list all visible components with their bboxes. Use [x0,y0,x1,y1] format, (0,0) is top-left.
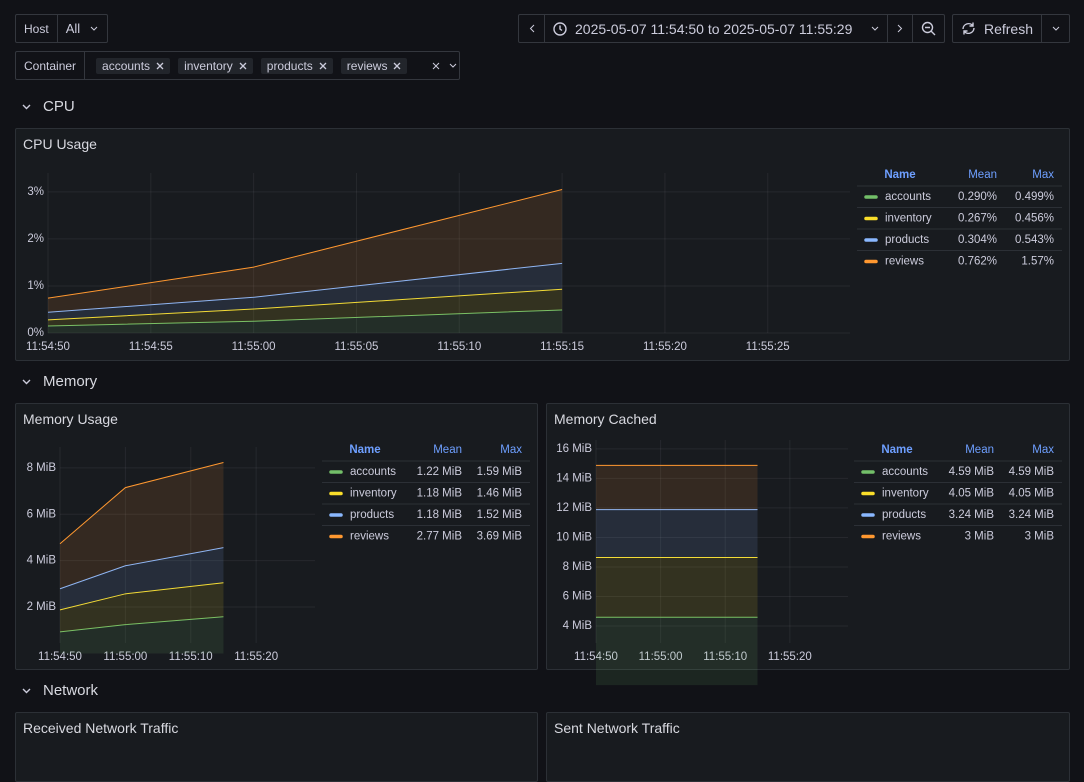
refresh-icon [962,22,975,35]
host-select[interactable]: All [58,15,106,42]
panel-title: Sent Network Traffic [554,720,680,736]
zoom-icon [921,21,936,36]
refresh-button[interactable]: Refresh [953,15,1042,42]
chevron [90,26,98,31]
remove-icon[interactable] [239,62,247,70]
container-chip[interactable]: products [260,57,333,74]
remove-icon[interactable] [156,62,164,70]
time-forward[interactable] [888,15,913,42]
panel: CPU Usage [15,128,1070,361]
row-header[interactable]: CPU [22,98,75,115]
time-controls: 2025-05-07 11:54:50 to 2025-05-07 11:55:… [518,14,945,43]
container-chip[interactable]: accounts [96,57,171,74]
chevron [1052,26,1059,31]
panel: Received Network Traffic [15,712,538,782]
chevron-right [897,24,903,33]
chip-label: products [266,58,313,73]
zoom-out[interactable] [913,15,944,42]
collapse-icon [22,104,31,109]
container-chip[interactable]: inventory [178,57,253,74]
container-label: Container [16,52,86,79]
chip-label: inventory [184,58,233,73]
container-select[interactable]: accounts inventory products reviews [85,52,423,79]
row-header[interactable]: Memory [22,373,97,390]
row-title: Memory [43,373,98,390]
remove-icon[interactable] [393,62,401,70]
refresh-controls: Refresh [952,14,1070,43]
time-back[interactable] [519,15,545,42]
chip-label: reviews [346,58,388,73]
chevron[interactable] [449,63,457,69]
container-chip[interactable]: reviews [340,57,408,74]
panel: Sent Network Traffic [546,712,1070,782]
refresh-interval[interactable] [1042,15,1069,42]
time-picker[interactable]: 2025-05-07 11:54:50 to 2025-05-07 11:55:… [545,15,888,42]
panel-title: Memory Usage [23,411,118,427]
remove-icon[interactable] [319,62,327,70]
panel: Memory Cached [546,403,1070,670]
chevron-left [529,24,534,33]
refresh-label: Refresh [983,20,1033,37]
panel-title: CPU Usage [23,136,97,152]
clear-icon[interactable] [431,61,441,71]
host-value: All [65,21,81,36]
row-header[interactable]: Network [22,682,98,699]
chip-label: accounts [102,58,151,73]
select-actions [423,52,465,79]
container-variable[interactable]: Container accounts inventory products revie… [15,51,460,80]
chevron [871,26,879,31]
row-title: CPU [43,98,75,115]
panel-title: Memory Cached [554,411,657,427]
collapse-icon [22,688,31,693]
time-range: 2025-05-07 11:54:50 to 2025-05-07 11:55:… [575,20,853,37]
clock-icon [553,21,567,36]
host-label: Host [16,15,58,42]
row-title: Network [43,682,99,699]
host-variable[interactable]: Host All [15,14,108,43]
panel-title: Received Network Traffic [23,720,179,736]
panel: Memory Usage [15,403,538,670]
collapse-icon [22,379,31,384]
